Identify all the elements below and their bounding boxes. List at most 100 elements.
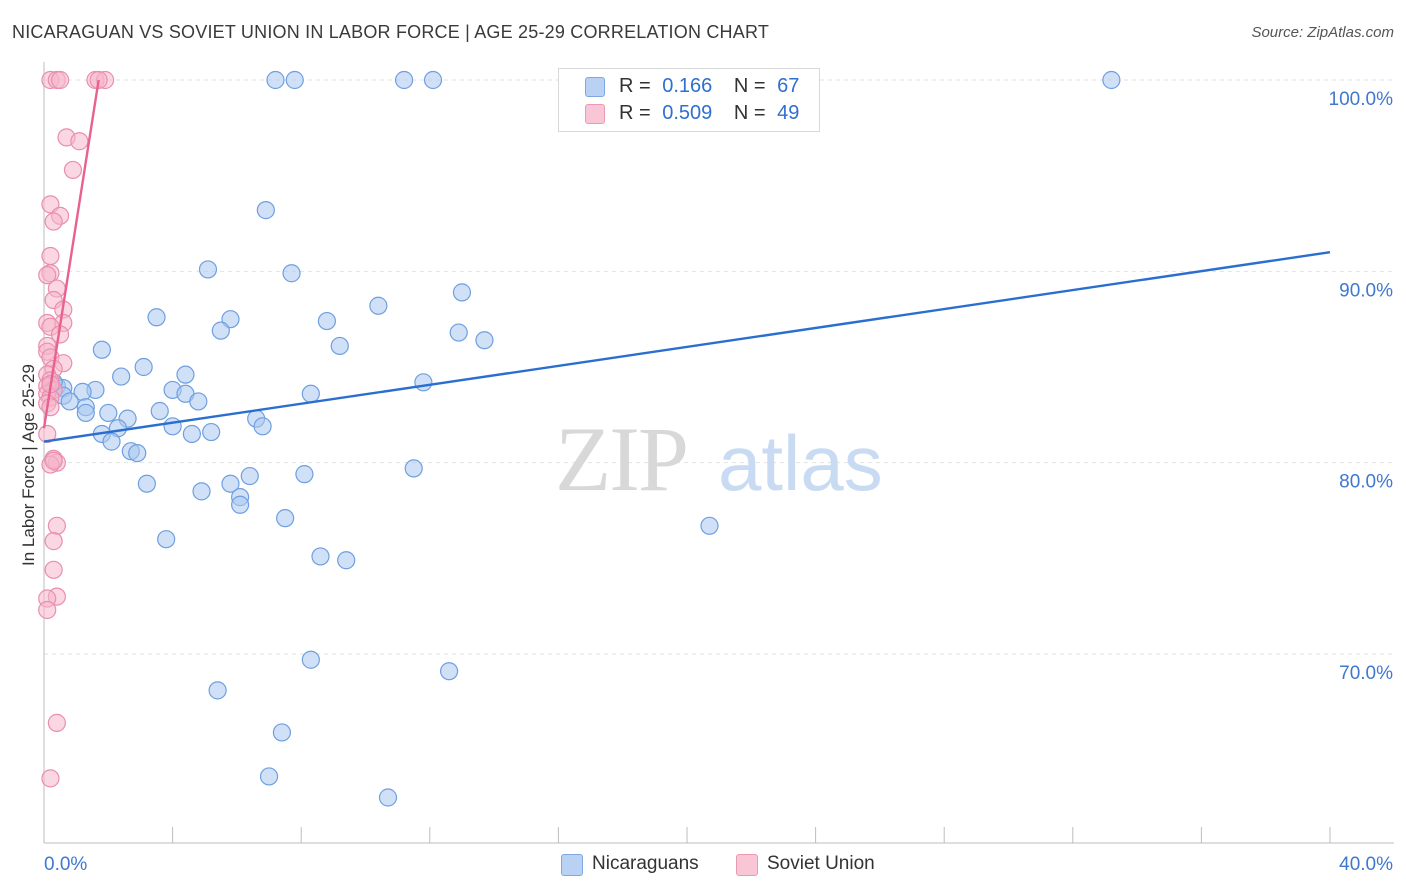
x-tick-label-min: 0.0% [44,854,87,875]
point-soviet-union [44,212,63,231]
axes [43,62,1394,844]
point-nicaraguans [137,474,156,493]
point-nicaraguans [301,650,320,669]
point-soviet-union [63,160,83,180]
legend-n-value: 67 [777,75,800,97]
legend-swatch-nicaraguans [585,77,605,97]
point-nicaraguans [337,551,356,570]
watermark: ZIP atlas [555,408,883,510]
legend-swatch-soviet-union [585,104,605,124]
trend-lines [42,79,1331,443]
point-soviet-union [47,713,66,732]
point-nicaraguans [231,495,250,514]
y-tick-label: 100.0% [1329,89,1394,110]
point-nicaraguans [317,311,337,331]
point-soviet-union [41,398,60,417]
point-nicaraguans [369,296,388,315]
y-tick-label: 80.0% [1339,472,1393,493]
point-soviet-union [44,532,63,551]
point-nicaraguans [240,466,259,486]
point-soviet-union [70,132,89,151]
bottom-legend-swatch-nicaraguans [561,854,583,876]
point-nicaraguans [282,264,301,283]
bottom-legend-soviet-union: Soviet Union [767,853,875,874]
trend-line-soviet-union [42,79,100,429]
point-nicaraguans [276,509,295,528]
point-nicaraguans [211,321,230,340]
point-nicaraguans [60,392,79,411]
point-soviet-union [44,451,63,470]
point-soviet-union [41,246,60,266]
point-nicaraguans [475,331,494,350]
bottom-legend-nicaraguans: Nicaraguans [592,853,699,874]
legend-n-label: N = [733,102,766,124]
correlation-legend: R = 0.166 N = 67 R = 0.509 N = 49 [558,68,820,132]
point-nicaraguans [266,70,285,90]
legend-r-value: 0.166 [662,75,713,97]
point-nicaraguans [92,340,111,359]
point-nicaraguans [414,373,433,392]
point-nicaraguans [208,681,227,700]
point-nicaraguans [182,424,201,444]
chart-source: Source: ZipAtlas.com [1251,24,1394,41]
point-nicaraguans [449,323,468,342]
y-axis-label: In Labor Force | Age 25-29 [19,364,38,566]
point-nicaraguans [198,260,218,279]
point-nicaraguans [134,357,153,377]
point-soviet-union [38,424,57,444]
point-nicaraguans [163,417,182,436]
point-nicaraguans [301,384,320,403]
gridlines [44,79,1394,655]
x-tick-label-max: 40.0% [1339,854,1393,875]
point-nicaraguans [1102,70,1121,90]
point-nicaraguans [192,482,211,501]
point-nicaraguans [76,403,95,423]
point-nicaraguans [330,336,349,356]
point-nicaraguans [189,392,208,411]
watermark-atlas: atlas [718,419,883,507]
y-tick-label: 70.0% [1339,663,1393,684]
point-nicaraguans [150,401,169,421]
point-nicaraguans [102,432,121,451]
data-points [38,70,1121,807]
y-tick-label: 90.0% [1339,280,1393,301]
y-tick-labels: 70.0% 80.0% 90.0% 100.0% [1329,89,1394,684]
point-nicaraguans [99,403,118,423]
point-nicaraguans [221,474,240,493]
legend-n-label: N = [733,75,766,97]
point-nicaraguans [311,547,330,566]
point-soviet-union [38,266,57,285]
legend-r-label: R = [619,75,651,97]
point-nicaraguans [253,417,272,436]
point-nicaraguans [157,530,176,549]
legend-r-value: 0.509 [662,102,713,124]
x-tick-labels: 0.0% 40.0% [44,854,1393,875]
point-nicaraguans [452,283,472,302]
legend-n-value: 49 [777,102,800,124]
point-nicaraguans [128,444,147,463]
point-nicaraguans [285,70,304,90]
point-soviet-union [50,70,70,90]
watermark-zip: ZIP [555,408,687,510]
point-nicaraguans [259,767,279,786]
legend-row-nicaraguans: R = 0.166 N = 67 [619,75,799,98]
point-nicaraguans [378,788,398,807]
chart-title: NICARAGUAN VS SOVIET UNION IN LABOR FORC… [12,22,770,42]
point-nicaraguans [295,465,314,484]
legend-r-label: R = [619,102,651,124]
point-soviet-union [41,769,60,788]
trend-line-nicaraguans [43,251,1331,443]
point-nicaraguans [404,459,423,478]
point-nicaraguans [439,662,459,681]
point-nicaraguans [112,367,131,386]
point-nicaraguans [423,70,443,90]
point-nicaraguans [272,723,292,742]
point-nicaraguans [394,70,414,90]
point-soviet-union [44,560,63,579]
legend-row-soviet-union: R = 0.509 N = 49 [619,102,799,125]
point-nicaraguans [147,308,166,327]
point-nicaraguans [176,365,195,384]
point-nicaraguans [700,516,719,535]
bottom-legend-swatch-soviet-union [736,854,758,876]
